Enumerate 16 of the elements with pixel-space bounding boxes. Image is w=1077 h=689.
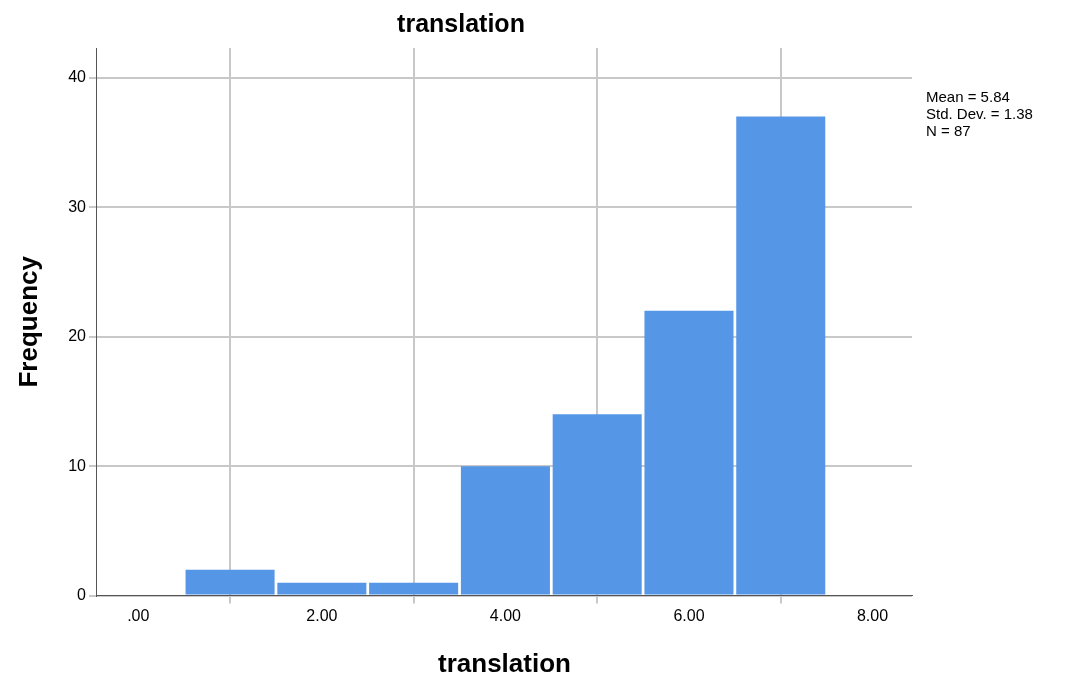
y-tick-label: 0: [77, 586, 87, 604]
x-axis-title: translation: [438, 647, 571, 678]
y-tick-label: 20: [68, 327, 87, 345]
y-axis-title: Frequency: [12, 255, 43, 388]
x-tick-label: 2.00: [306, 606, 338, 624]
text: Std. Dev. = 1.38: [926, 104, 1033, 122]
x-tick-label: 4.00: [489, 606, 522, 624]
chart-title: translation: [397, 8, 525, 37]
x-tick-label: 6.00: [673, 606, 705, 624]
text: Mean = 5.84: [926, 87, 1010, 105]
y-tick-label: 10: [68, 456, 87, 474]
text: N = 87: [926, 121, 971, 139]
y-tick-label: 30: [68, 197, 87, 215]
y-tick-label: 40: [68, 68, 87, 86]
x-tick-label: 8.00: [856, 606, 889, 624]
x-tick-label: .00: [127, 606, 150, 624]
